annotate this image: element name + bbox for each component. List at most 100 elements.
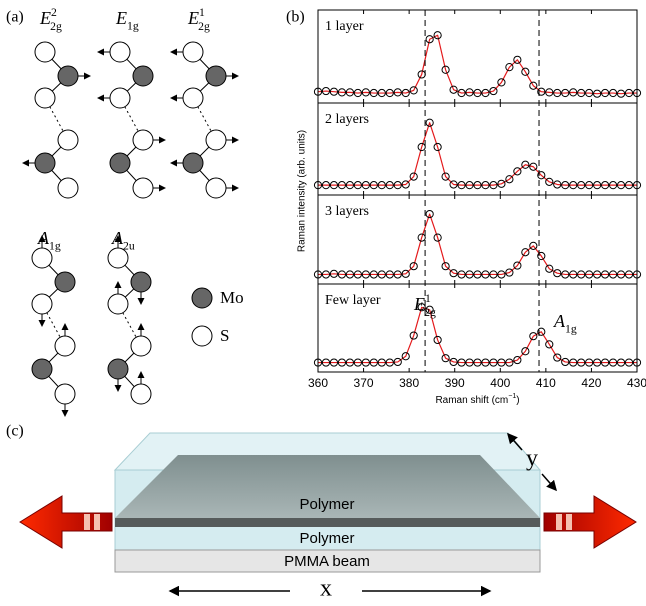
peak-annotation: E1 2g bbox=[413, 291, 436, 318]
data-point bbox=[377, 270, 386, 279]
y-arrow bbox=[541, 473, 557, 492]
mo-atom bbox=[191, 287, 213, 309]
x-tick-label: 410 bbox=[536, 376, 556, 390]
s-atom bbox=[31, 293, 53, 315]
mode-label: E2 2g bbox=[39, 5, 62, 32]
layer-label: PMMA beam bbox=[284, 553, 370, 570]
data-point bbox=[616, 270, 626, 279]
data-point bbox=[585, 270, 594, 279]
label-sup: −1 bbox=[508, 393, 516, 400]
data-point bbox=[489, 358, 498, 367]
data-point bbox=[353, 270, 362, 279]
axis-label: x bbox=[320, 576, 332, 602]
data-point bbox=[409, 262, 418, 271]
data-point bbox=[385, 88, 394, 98]
data-point bbox=[433, 142, 442, 152]
label-base: E bbox=[115, 8, 127, 28]
data-point bbox=[529, 162, 538, 171]
data-point bbox=[425, 35, 434, 44]
data-point bbox=[537, 327, 546, 336]
data-point bbox=[465, 88, 474, 97]
data-point bbox=[577, 358, 586, 367]
mo-atom bbox=[31, 358, 53, 380]
s-atom bbox=[130, 383, 152, 405]
layer-label: Polymer bbox=[299, 530, 354, 547]
label-sup: 1 bbox=[425, 291, 431, 304]
data-point bbox=[441, 354, 450, 363]
data-point bbox=[505, 268, 514, 277]
data-point bbox=[601, 270, 610, 279]
s-atom bbox=[191, 325, 213, 347]
data-point bbox=[608, 358, 618, 367]
data-point bbox=[561, 357, 570, 367]
data-point bbox=[585, 358, 594, 367]
data-point bbox=[353, 181, 362, 190]
data-point bbox=[393, 270, 402, 279]
data-point bbox=[537, 251, 546, 261]
data-point bbox=[409, 86, 418, 95]
data-point bbox=[401, 180, 410, 189]
s-atom bbox=[54, 383, 76, 405]
data-point bbox=[369, 181, 378, 190]
data-point bbox=[353, 88, 362, 98]
data-point bbox=[489, 181, 498, 190]
peak-annotation: A1g bbox=[553, 311, 577, 335]
y-axis-label: Raman intensity (arb. units) bbox=[297, 130, 308, 252]
mo-atom bbox=[109, 152, 131, 174]
legend-label: S bbox=[220, 326, 229, 345]
s-atom bbox=[107, 293, 129, 315]
label-sub: 1g bbox=[565, 322, 577, 335]
label-sub: 2g bbox=[198, 20, 210, 33]
data-point bbox=[457, 88, 466, 98]
s-atom bbox=[57, 129, 79, 151]
x-tick-label: 400 bbox=[490, 376, 510, 390]
data-point bbox=[593, 181, 602, 190]
data-point bbox=[593, 270, 602, 279]
data-point bbox=[449, 357, 458, 367]
data-point bbox=[417, 303, 426, 312]
data-point bbox=[465, 358, 474, 367]
x-axis-label: Raman shift (cm−1) bbox=[435, 393, 519, 406]
data-point bbox=[369, 270, 378, 279]
data-point bbox=[497, 179, 506, 188]
s-atom bbox=[54, 335, 76, 357]
s-atom bbox=[132, 129, 154, 151]
data-point bbox=[569, 270, 578, 279]
data-point bbox=[401, 269, 410, 278]
panel-label: (b) bbox=[286, 9, 305, 26]
x-tick-label: 420 bbox=[581, 376, 601, 390]
data-point bbox=[521, 160, 530, 169]
mo-atom bbox=[130, 271, 152, 293]
data-point bbox=[465, 181, 474, 190]
data-point bbox=[537, 87, 546, 96]
data-point bbox=[521, 347, 530, 356]
data-point bbox=[608, 181, 618, 190]
data-point bbox=[601, 358, 610, 367]
axis-label: y bbox=[526, 446, 538, 472]
data-point bbox=[473, 88, 482, 98]
data-point bbox=[433, 31, 442, 40]
data-point bbox=[545, 264, 554, 273]
data-point bbox=[409, 172, 418, 181]
data-point bbox=[553, 88, 562, 98]
data-point bbox=[545, 340, 554, 349]
panel-label: (c) bbox=[6, 423, 24, 440]
label-sub: 2g bbox=[50, 20, 62, 33]
mo-atom bbox=[57, 65, 79, 87]
data-point bbox=[441, 65, 450, 74]
data-point bbox=[616, 89, 626, 98]
data-point bbox=[505, 63, 514, 72]
panel-series-label: Few layer bbox=[325, 293, 381, 308]
data-point bbox=[369, 88, 378, 98]
data-point bbox=[553, 180, 562, 189]
data-point bbox=[337, 181, 347, 190]
data-point bbox=[377, 181, 386, 190]
data-point bbox=[569, 358, 578, 367]
data-point bbox=[481, 270, 490, 279]
data-point bbox=[377, 88, 386, 98]
data-point bbox=[553, 269, 562, 278]
label-base: E bbox=[39, 8, 51, 28]
stripe bbox=[94, 514, 100, 530]
panel-series-label: 2 layers bbox=[325, 112, 369, 127]
